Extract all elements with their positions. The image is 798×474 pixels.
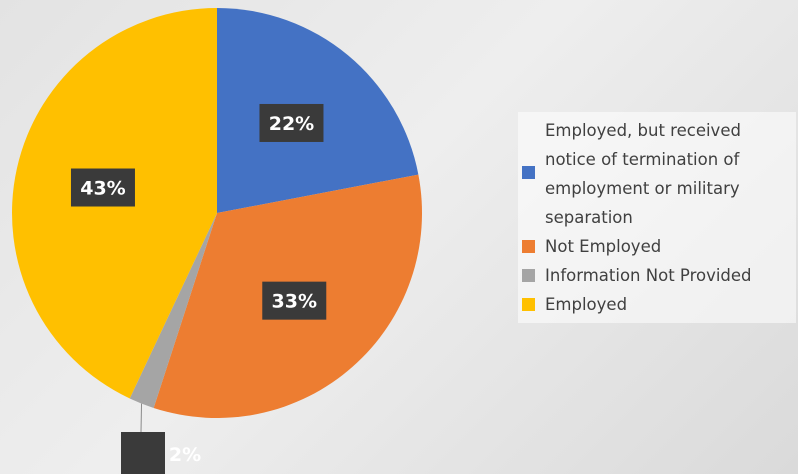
data-label-not-employed: 33%: [262, 281, 327, 320]
legend-label-notice-of-termination: Employed, but received notice of termina…: [545, 121, 741, 227]
legend-swatch-information-not-provided: [522, 269, 535, 282]
legend-item-employed: Employed: [522, 290, 796, 319]
data-label-notice-of-termination: 22%: [259, 103, 324, 142]
legend-item-notice-of-termination: Employed, but received notice of termina…: [522, 116, 796, 232]
legend-swatch-not-employed: [522, 240, 535, 253]
data-label-employed: 43%: [70, 168, 135, 207]
legend-label-information-not-provided: Information Not Provided: [545, 266, 752, 285]
pie-slice-information-not-provided: [129, 213, 217, 408]
legend-swatch-employed: [522, 298, 535, 311]
data-label-box-information-not-provided: [121, 432, 165, 474]
data-label-text-not-employed: 33%: [272, 291, 317, 313]
data-label-box-not-employed: [262, 281, 327, 320]
legend-label-not-employed: Not Employed: [545, 237, 662, 256]
data-label-box-notice-of-termination: [259, 103, 324, 142]
legend-item-not-employed: Not Employed: [522, 232, 796, 261]
chart-legend: Employed, but received notice of termina…: [518, 112, 796, 323]
data-label-text-information-not-provided: 2%: [169, 444, 201, 466]
data-label-box-employed: [70, 168, 135, 207]
data-label-information-not-provided: 2%: [121, 432, 201, 474]
legend-item-information-not-provided: Information Not Provided: [522, 261, 796, 290]
leader-line-information-not-provided: [140, 403, 143, 433]
legend-label-employed: Employed: [545, 295, 628, 314]
data-label-text-notice-of-termination: 22%: [269, 113, 314, 135]
legend-swatch-notice-of-termination: [522, 166, 535, 179]
data-label-text-employed: 43%: [80, 178, 125, 200]
